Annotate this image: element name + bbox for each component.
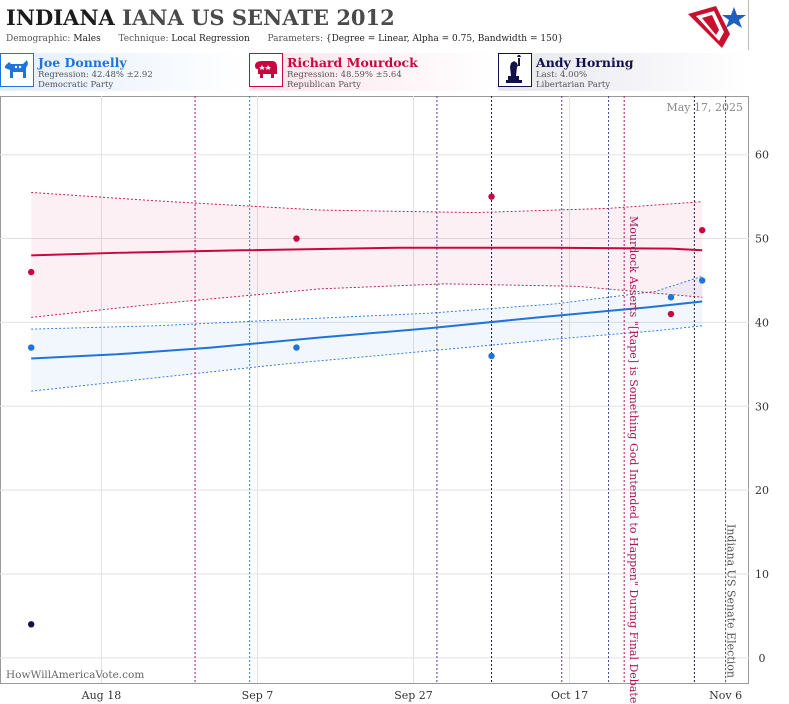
poll-points	[28, 193, 706, 628]
liberty-statue-icon	[498, 53, 532, 87]
poll-point	[293, 344, 300, 351]
candidate-party: Democratic Party	[38, 80, 114, 90]
candidate-name: Joe Donnelly	[38, 55, 127, 70]
date-label: May 17, 2025	[666, 101, 743, 114]
y-tick-label: 30	[755, 400, 769, 413]
watermark: HowWillAmericaVote.com	[6, 669, 144, 681]
parameters-value: {Degree = Linear, Alpha = 0.75, Bandwidt…	[325, 34, 564, 44]
band-upper-line	[31, 191, 703, 214]
title-state: INDIANA	[6, 5, 115, 30]
candidate-panel-mourdock: Richard Mourdock Regression: 48.59% ±5.6…	[249, 53, 494, 91]
poll-point	[667, 310, 675, 318]
y-tick-label: 40	[755, 316, 769, 329]
x-tick-label: Sep 7	[242, 689, 274, 702]
y-tick-label: 20	[755, 484, 769, 497]
x-tick-label: Nov 6	[709, 689, 742, 702]
x-axis: Aug 18 Sep 7 Sep 27 Oct 17 Nov 6	[81, 689, 742, 702]
candidate-party: Libertarian Party	[536, 80, 611, 90]
y-axis: 0 10 20 30 40 50 60	[755, 149, 769, 665]
chart-title: INDIANA IANA US SENATE 2012	[6, 5, 395, 30]
poll-point	[698, 226, 706, 234]
candidate-party: Republican Party	[287, 80, 361, 90]
poll-point	[293, 235, 300, 242]
event-annotation: Indiana US Senate Election	[725, 524, 738, 678]
poll-point	[28, 344, 35, 351]
poll-point	[488, 193, 495, 200]
poll-point	[28, 268, 35, 276]
candidate-name: Richard Mourdock	[287, 55, 418, 70]
candidate-panel-donnelly: Joe Donnelly Regression: 42.48% ±2.92 De…	[0, 53, 245, 91]
band-lower-line	[31, 325, 703, 392]
demographic-value: Males	[73, 34, 101, 44]
band-lower-line	[31, 283, 703, 318]
candidate-stat: Regression: 48.59% ±5.64	[287, 70, 402, 80]
candidate-stat: Last: 4.00%	[536, 70, 588, 80]
x-tick-label: Aug 18	[81, 689, 122, 702]
regression-line	[31, 246, 703, 257]
poll-point	[667, 294, 675, 301]
technique-value: Local Regression	[171, 34, 250, 44]
parameters-line: Demographic: Males Technique: Local Regr…	[6, 34, 563, 44]
site-logo-icon	[688, 6, 746, 48]
regression-line	[31, 300, 703, 360]
y-tick-label: 10	[755, 568, 769, 581]
poll-point	[488, 352, 495, 360]
band-upper-line	[31, 275, 703, 330]
annotations: Mourdock Asserts "[Rape] is Something Go…	[627, 216, 737, 703]
candidate-stat: Regression: 42.48% ±2.92	[38, 70, 153, 80]
candidate-panel-horning: Andy Horning Last: 4.00% Libertarian Par…	[498, 53, 749, 91]
regression-lines	[31, 246, 703, 360]
candidate-name: Andy Horning	[536, 55, 634, 70]
y-tick-label: 50	[755, 233, 769, 246]
chart-area: 0 10 20 30 40 50 60 Aug 18 Sep 7 Sep 27 Oct 17 Nov…	[0, 96, 769, 703]
poll-point	[28, 621, 35, 628]
poll-point	[698, 277, 706, 284]
y-tick-label: 0	[759, 652, 766, 665]
technique-label: Technique:	[118, 34, 169, 44]
title-race: IANA US SENATE 2012	[122, 5, 395, 30]
chart-header: INDIANA IANA US SENATE 2012 Demographic:…	[0, 0, 749, 50]
x-tick-label: Oct 17	[551, 689, 588, 702]
parameters-label: Parameters:	[267, 34, 323, 44]
x-tick-label: Sep 27	[394, 689, 433, 702]
y-tick-label: 60	[755, 149, 769, 162]
event-annotation: Mourdock Asserts "[Rape] is Something Go…	[627, 216, 640, 703]
confidence-band	[31, 192, 703, 318]
donkey-icon	[0, 53, 34, 87]
demographic-label: Demographic:	[6, 34, 71, 44]
elephant-icon	[249, 53, 283, 87]
